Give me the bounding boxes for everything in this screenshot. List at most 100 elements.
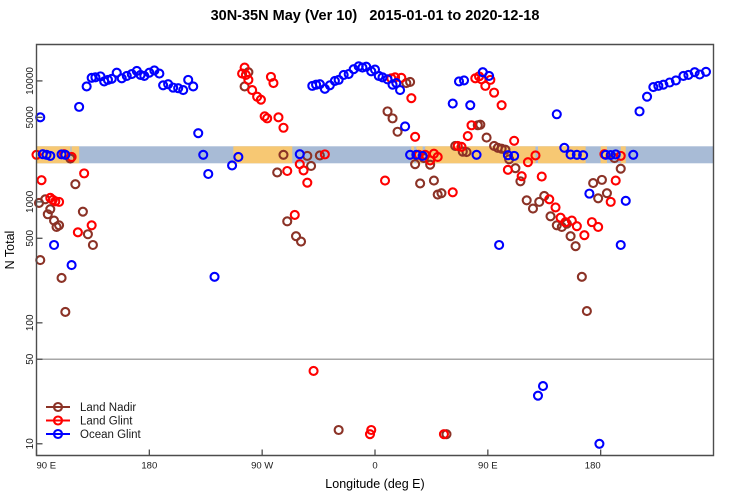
data-point [509,135,520,146]
data-point [453,76,465,87]
data-point [387,113,398,124]
y-tick-label: 10 [25,438,36,450]
data-point [457,146,468,157]
data-points-layer [31,61,712,449]
data-point [641,91,653,102]
data-point [593,221,604,233]
data-point [605,196,616,207]
data-point [262,113,273,124]
y-tick-label: 1000 [25,190,36,213]
data-point [154,68,165,79]
x-axis-title: Longitude (deg E) [325,477,424,491]
data-point [596,174,607,185]
data-point [545,211,556,222]
data-point [579,230,590,241]
axis-ticks [35,80,602,456]
data-point [578,150,589,161]
data-point [610,175,621,186]
data-point [586,217,597,228]
data-point [532,390,544,401]
data-point [77,206,88,217]
chart-title: 30N-35N May (Ver 10) 2015-01-01 to 2020-… [210,8,540,24]
data-point [594,438,605,449]
data-point [400,121,411,132]
data-point [379,175,391,186]
data-point [544,194,555,205]
data-point [209,271,220,282]
data-point [410,131,421,142]
data-point [56,272,67,283]
data-point [551,220,562,231]
data-point [415,178,426,189]
data-point [405,149,416,160]
series-land-glint [31,62,626,440]
data-point [81,81,92,92]
data-point [550,202,561,213]
x-tick-label: 180 [141,461,157,472]
data-point [462,131,473,142]
data-point [565,231,576,242]
data-point [653,80,664,91]
data-point [289,209,300,220]
data-point [456,141,467,152]
data-point [551,109,562,120]
legend-label: Ocean Glint [80,429,142,441]
data-point [648,81,659,93]
data-point [615,239,626,251]
data-point [576,271,587,282]
land-surface-band [233,146,293,164]
data-point [240,69,251,81]
data-point [566,215,577,226]
data-point [243,74,254,85]
data-point [615,150,626,161]
data-point [366,424,377,436]
data-point [282,216,293,227]
data-point [79,168,90,179]
data-point [193,128,204,139]
y-tick-label: 500 [25,229,36,246]
data-point [559,142,570,153]
data-point [411,149,422,160]
data-point [90,72,101,83]
data-point [466,120,477,131]
data-point [294,149,305,160]
data-point [581,306,592,317]
legend-label: Land Glint [80,416,133,428]
data-point [605,149,616,161]
data-point [158,80,169,91]
data-point [295,236,307,247]
data-point [45,204,56,215]
data-point [615,163,626,174]
data-point [620,195,631,206]
data-point [247,85,258,96]
data-point [700,66,712,77]
data-point [333,424,344,436]
x-tick-label: 90 W [251,461,273,472]
y-tick-label: 50 [25,353,36,365]
data-point [432,151,443,163]
data-point [319,149,330,160]
data-point [405,76,416,88]
data-point [308,365,319,377]
data-point [50,196,61,207]
data-point [447,98,458,109]
x-tick-label: 180 [585,461,601,472]
data-point [406,93,417,104]
data-point [188,81,199,92]
data-point [233,151,244,163]
data-point [425,159,436,170]
data-point [600,149,611,160]
data-point [530,150,541,161]
data-point [502,164,513,175]
data-point [471,149,482,160]
data-point [74,101,85,112]
data-point [560,217,571,228]
data-point [502,150,513,161]
data-point [527,203,539,214]
land-surface-band [620,146,626,164]
data-point [121,70,132,81]
data-point [54,220,65,231]
data-point [273,112,284,123]
